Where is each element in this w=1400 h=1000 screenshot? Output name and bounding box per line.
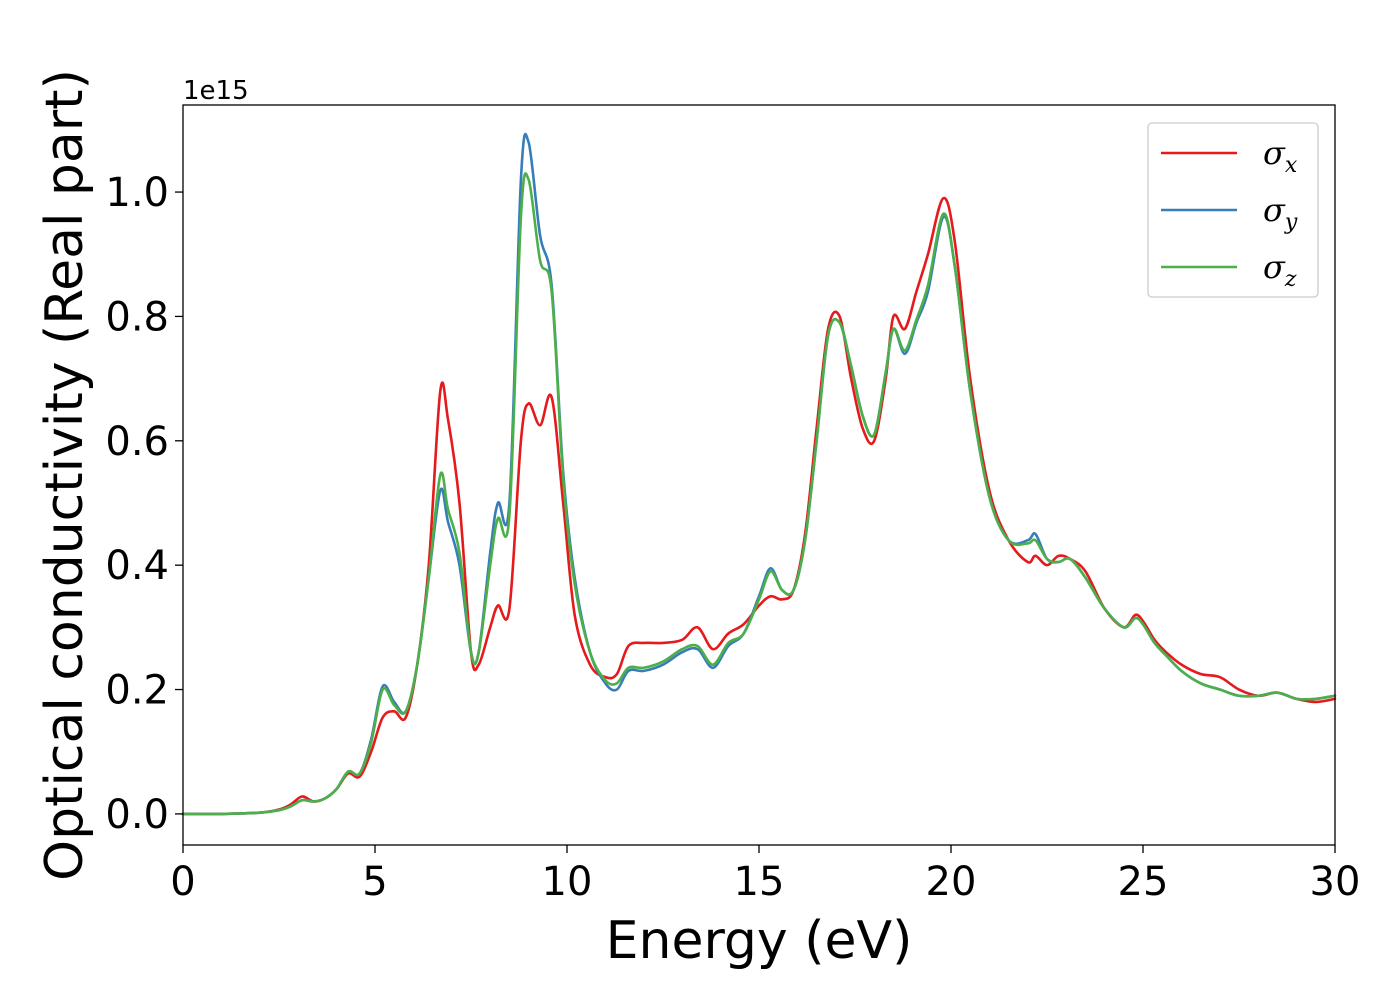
y-tick-label: 0.8 xyxy=(105,294,169,340)
y-axis-label: Optical conductivity (Real part) xyxy=(35,69,95,881)
y-axis: 0.0 0.2 0.4 0.6 0.8 1.0 xyxy=(105,170,183,838)
x-axis-label: Energy (eV) xyxy=(606,911,913,971)
x-axis: 0 5 10 15 20 25 30 xyxy=(170,845,1360,905)
x-tick-label: 5 xyxy=(362,859,387,905)
legend-label-y: σy xyxy=(1263,191,1298,235)
y-tick-label: 0.2 xyxy=(105,668,169,714)
y-tick-label: 0.4 xyxy=(105,543,169,589)
x-tick-label: 0 xyxy=(170,859,195,905)
x-tick-label: 15 xyxy=(734,859,785,905)
y-tick-label: 0.0 xyxy=(105,792,169,838)
y-offset-label: 1e15 xyxy=(183,76,249,106)
legend-label-z: σz xyxy=(1263,248,1297,292)
series-layer xyxy=(181,132,1337,816)
x-tick-label: 20 xyxy=(926,859,977,905)
x-tick-label: 25 xyxy=(1118,859,1169,905)
y-tick-label: 0.6 xyxy=(105,419,169,465)
legend: σx σy σz xyxy=(1147,122,1319,298)
x-tick-label: 10 xyxy=(542,859,593,905)
y-tick-label: 1.0 xyxy=(105,170,169,216)
series-line-z xyxy=(181,172,1337,816)
legend-label-x: σx xyxy=(1263,134,1298,178)
x-tick-label: 30 xyxy=(1310,859,1361,905)
